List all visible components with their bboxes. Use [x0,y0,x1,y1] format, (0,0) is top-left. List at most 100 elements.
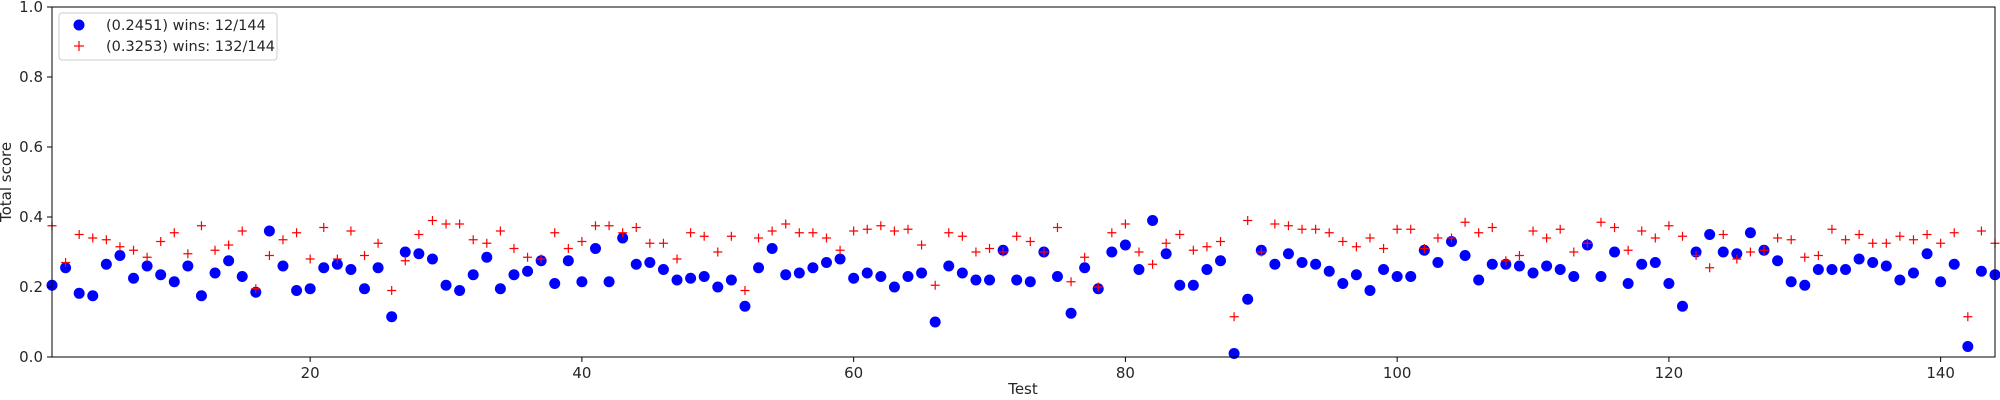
data-point [101,235,111,245]
data-point [467,269,479,281]
data-point [725,274,737,286]
data-point [1569,247,1579,257]
data-point [549,278,561,289]
data-point [1175,230,1185,239]
data-point [1160,248,1172,260]
y-tick-label: 1.0 [19,0,43,16]
legend-box [58,12,278,61]
data-point [156,237,166,246]
data-point [1881,238,1891,248]
data-point [1527,267,1539,279]
x-tick-label: 80 [1116,364,1135,382]
data-point [1134,247,1144,257]
data-point [155,269,167,281]
data-point [508,269,520,281]
x-tick-label: 100 [1383,364,1412,382]
y-tick-label: 0.4 [19,208,43,226]
data-point [970,274,982,286]
data-point [495,226,505,236]
data-point [1514,251,1524,260]
data-point [754,233,764,243]
data-point [848,272,860,284]
y-tick-label: 0.8 [19,68,43,86]
data-point [88,233,98,243]
data-point [1744,227,1756,239]
data-point [1868,238,1878,248]
data-point [413,248,425,260]
data-point [739,300,751,312]
data-point [1106,246,1118,258]
data-point [61,258,71,267]
data-point [1338,237,1348,246]
data-point [984,274,996,286]
data-point [1717,246,1729,258]
data-point [481,251,493,263]
data-point [304,283,316,295]
data-point [563,244,573,253]
data-point [740,286,750,295]
data-point [1528,226,1538,236]
data-point [1242,293,1254,305]
data-point [1296,257,1308,268]
data-point [1039,247,1049,257]
data-point [604,221,614,231]
data-point [360,251,370,260]
data-point [1065,307,1077,319]
data-point [1691,251,1701,260]
data-point [1718,230,1728,239]
data-point [1473,274,1485,286]
data-point [291,285,303,296]
data-point [399,246,411,258]
data-point [1595,271,1607,282]
data-point [522,265,534,277]
data-point [292,228,302,238]
data-point [1812,264,1824,275]
data-point [793,267,805,279]
data-point [1541,260,1553,272]
data-point [440,279,452,291]
data-point [1107,228,1117,238]
data-point [686,228,696,238]
data-point [345,264,357,275]
data-point [1201,264,1213,275]
data-point [1907,267,1919,279]
data-point [618,228,628,238]
data-point [1269,258,1281,270]
data-point [1161,238,1171,248]
data-point [387,286,397,295]
data-point [630,258,642,270]
data-point [1962,341,1974,352]
data-point [1310,258,1322,270]
data-point [1052,223,1062,232]
axes: 20 40 60 80 100 120 140 0.0 0.2 0.4 0.6 0.8 1.0 [19,0,1955,382]
data-point [1867,257,1879,268]
data-point [985,244,995,253]
data-point [1772,255,1784,267]
data-point [1826,264,1838,275]
data-point [1894,274,1906,286]
data-point [1229,312,1239,322]
data-point [821,233,831,243]
data-point [807,262,819,274]
data-point [1664,221,1674,231]
data-point [427,216,437,225]
data-point [1704,229,1716,240]
data-point [1949,228,1959,238]
y-tick-label: 0.6 [19,138,43,156]
data-point [1487,223,1497,232]
data-point [957,231,967,241]
data-point [1596,217,1606,227]
y-tick-label: 0.0 [19,348,43,366]
data-point [861,267,873,279]
data-point [767,226,777,236]
data-point [1568,271,1580,282]
data-point [577,237,587,246]
data-point [468,235,478,245]
data-point [1025,237,1035,246]
data-point [1921,248,1933,260]
data-point [1459,250,1471,261]
data-point [115,242,125,252]
y-axis-label: Total score [0,142,15,223]
data-point [698,271,710,282]
